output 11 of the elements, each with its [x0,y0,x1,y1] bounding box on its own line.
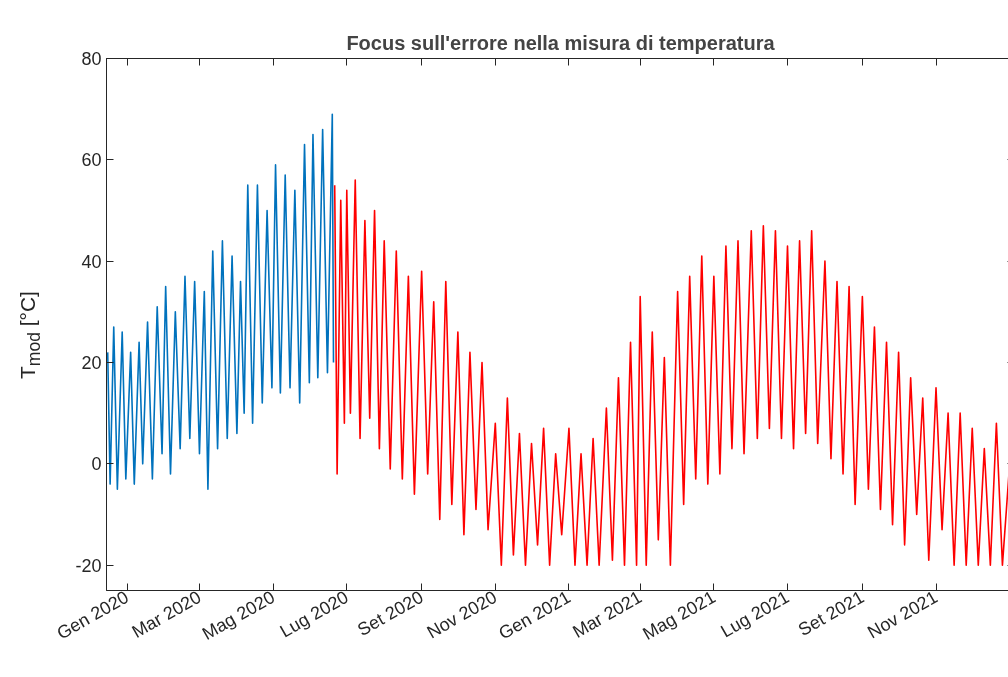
y-tick-label: 60 [81,150,102,171]
x-tick-label: Lug 2020 [276,586,352,642]
chart-title: Focus sull'errore nella misura di temperatura [346,31,776,54]
y-tick-label: 40 [81,251,102,272]
y-tick-label: 80 [81,49,102,69]
line-series [106,113,335,490]
y-tick-label: 20 [81,353,102,373]
y-tick-label: 0 [91,454,102,475]
y-tick-label: -20 [75,555,102,576]
x-tick-label: Gen 2020 [53,586,133,644]
x-tick-label: Lug 2021 [717,586,793,642]
